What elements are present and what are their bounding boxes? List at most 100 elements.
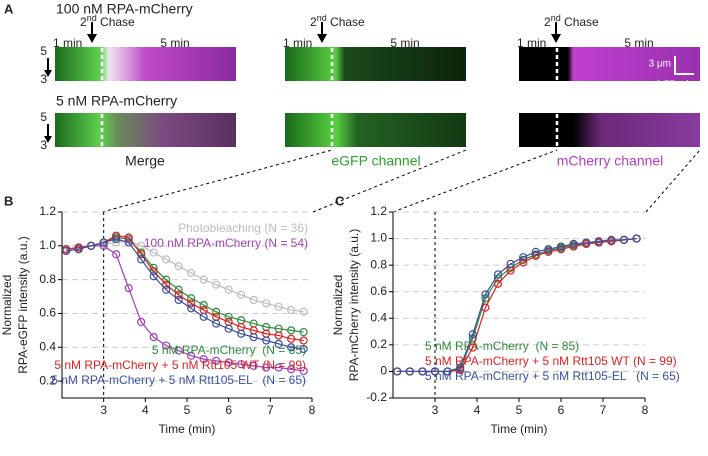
axes bbox=[392, 212, 645, 399]
panel-label: C bbox=[335, 193, 345, 208]
data-point bbox=[287, 326, 296, 335]
y-tick-label: 0.2 bbox=[370, 337, 387, 351]
data-point bbox=[137, 255, 146, 264]
position-label: 3 bbox=[40, 72, 47, 86]
data-point bbox=[187, 299, 196, 308]
data-point bbox=[582, 238, 591, 247]
data-point bbox=[430, 367, 440, 376]
panel-label: B bbox=[4, 193, 13, 208]
data-point bbox=[594, 237, 603, 246]
row-label: 5 nM RPA-mCherry bbox=[56, 93, 177, 109]
y-tick-label: 0.8 bbox=[370, 257, 387, 271]
data-point bbox=[187, 304, 196, 313]
column-label: eGFP channel bbox=[331, 153, 420, 169]
data-point bbox=[137, 317, 146, 327]
data-point bbox=[249, 333, 258, 342]
data-point bbox=[632, 234, 641, 243]
duration-label: 5 min bbox=[624, 36, 653, 50]
data-point bbox=[405, 367, 414, 376]
chart: B 0.2 0.4 0.6 0.8 1.0 1.2 3 4 5 6 7 8 Normalized RPA-e… bbox=[0, 193, 315, 436]
data-point bbox=[556, 242, 566, 251]
kymograph bbox=[285, 47, 466, 81]
x-tick-label: 8 bbox=[642, 403, 649, 417]
x-tick-label: 3 bbox=[432, 403, 439, 417]
data-point bbox=[162, 280, 171, 289]
chase-part: 2 bbox=[544, 15, 551, 29]
data-point bbox=[249, 361, 258, 370]
chase-label: 2nd Chase bbox=[310, 13, 365, 29]
data-point bbox=[299, 307, 308, 316]
data-point bbox=[149, 272, 158, 281]
y-tick-label: -0.2 bbox=[366, 390, 387, 404]
legend-entry: 5 nM RPA-mCherry + 5 nM Rtt105-EL (N = 6… bbox=[51, 373, 306, 387]
data-point bbox=[124, 233, 133, 242]
data-point bbox=[162, 285, 171, 294]
x-tick-label: 4 bbox=[474, 403, 481, 417]
data-point bbox=[274, 363, 283, 372]
y-tick-label: 0.4 bbox=[370, 310, 387, 324]
series-line bbox=[397, 237, 637, 373]
y-tick-label: 1.0 bbox=[370, 231, 387, 245]
kymograph bbox=[519, 47, 700, 81]
data-point bbox=[299, 327, 308, 337]
duration-label: 5 min bbox=[160, 36, 189, 50]
data-point bbox=[87, 241, 96, 250]
y-axis-label-line: RPA-eGFP intensity (a.u.) bbox=[16, 236, 30, 374]
data-point bbox=[519, 253, 528, 262]
data-point bbox=[456, 363, 465, 372]
data-point bbox=[531, 247, 540, 256]
data-point bbox=[262, 299, 271, 308]
axes bbox=[61, 212, 312, 399]
y-tick-label: 0.8 bbox=[39, 272, 56, 286]
legend-entry: Photobleaching (N = 36) bbox=[178, 221, 308, 235]
data-point bbox=[619, 235, 629, 244]
data-point bbox=[212, 319, 221, 328]
data-point bbox=[224, 312, 233, 321]
legend-entry: 5 nM RPA-mCherry + 5 nM Rtt105 WT (N = 9… bbox=[54, 358, 306, 372]
data-point bbox=[124, 283, 133, 293]
data-point bbox=[199, 355, 208, 364]
legend-entry: 5 nM RPA-mCherry (N = 85) bbox=[425, 339, 579, 353]
y-tick-label: 0.6 bbox=[39, 306, 56, 320]
data-point bbox=[124, 238, 133, 247]
data-point bbox=[212, 307, 221, 316]
data-point bbox=[187, 268, 196, 277]
panel-label: A bbox=[4, 1, 14, 16]
series-line bbox=[66, 236, 304, 333]
chase-part: Chase bbox=[97, 15, 135, 29]
data-point bbox=[274, 339, 283, 348]
data-point bbox=[607, 235, 616, 244]
data-point bbox=[274, 331, 283, 340]
x-axis-label: Time (min) bbox=[159, 422, 216, 436]
data-point bbox=[199, 312, 208, 321]
data-point bbox=[212, 356, 221, 365]
data-point bbox=[393, 367, 402, 376]
data-point bbox=[519, 258, 528, 267]
scale-bar: 3 μm 0.75 min bbox=[649, 56, 694, 91]
data-point bbox=[149, 248, 158, 257]
data-point bbox=[224, 285, 233, 294]
data-point bbox=[149, 333, 158, 342]
data-point bbox=[174, 290, 183, 299]
data-point bbox=[287, 305, 296, 315]
data-point bbox=[556, 245, 566, 254]
kymograph bbox=[55, 47, 236, 81]
start-label: 1 min bbox=[517, 36, 546, 50]
data-point bbox=[544, 247, 553, 256]
x-tick-label: 5 bbox=[184, 403, 191, 417]
kymograph bbox=[519, 113, 700, 147]
position-label: 5 bbox=[40, 44, 47, 58]
kymograph bbox=[285, 113, 466, 147]
chase-part: nd bbox=[87, 13, 97, 23]
chase-part: Chase bbox=[561, 15, 599, 29]
data-point bbox=[493, 270, 503, 279]
y-axis-label-line: Normalized bbox=[0, 275, 14, 336]
data-point bbox=[62, 246, 71, 255]
data-point bbox=[481, 303, 490, 312]
chase-part: 2 bbox=[80, 15, 87, 29]
row-label: 100 nM RPA-mCherry bbox=[56, 1, 193, 17]
connectors bbox=[101, 149, 701, 213]
data-point bbox=[199, 275, 208, 284]
data-point bbox=[544, 245, 553, 254]
data-point bbox=[299, 366, 308, 376]
